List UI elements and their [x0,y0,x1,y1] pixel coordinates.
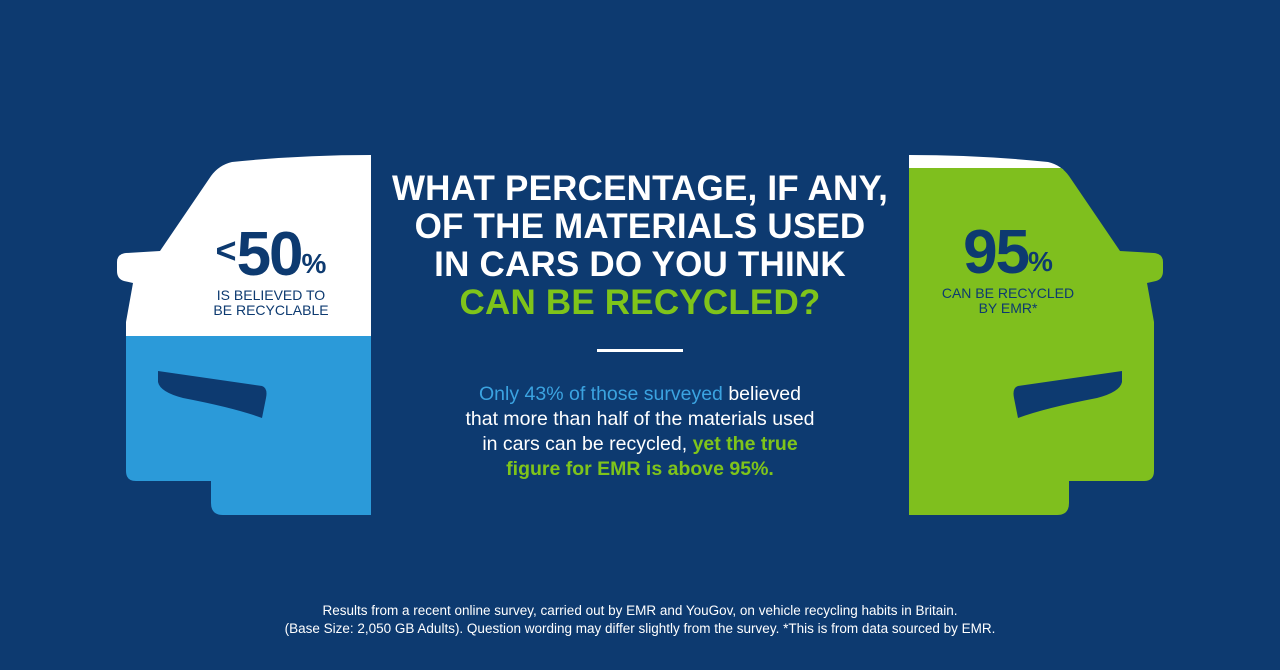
left-stat-value: <50% [196,224,346,286]
left-stat-percent: % [301,248,327,279]
left-headlight-icon [158,371,267,418]
right-stat-number: 95 [963,218,1030,287]
right-stat-percent: % [1028,246,1053,277]
right-car-top-white [909,155,1163,170]
footnote: Results from a recent online survey, car… [140,602,1140,638]
body-text: Only 43% of those surveyed believed that… [420,382,860,482]
body-highlight-green2: figure for EMR is above 95%. [506,458,774,480]
body-line2: that more than half of the materials use… [465,408,815,430]
headline-line2: OF THE MATERIALS USED [414,207,866,246]
headline-line4: CAN BE RECYCLED? [459,283,821,322]
left-stat-number: 50 [236,220,304,289]
right-headlight-icon [1013,371,1122,418]
right-car [909,155,1163,515]
headline: WHAT PERCENTAGE, IF ANY, OF THE MATERIAL… [380,170,900,322]
body-line3: in cars can be recycled, yet the true [420,432,860,457]
left-caption-line1: IS BELIEVED TO [216,287,326,303]
left-car [117,155,371,515]
body-highlight-green1: yet the true [692,433,798,455]
left-stat-caption: IS BELIEVED TO BE RECYCLABLE [196,288,346,318]
left-stat: <50% IS BELIEVED TO BE RECYCLABLE [196,224,346,318]
right-stat-caption: CAN BE RECYCLED BY EMR* [928,286,1088,316]
body-highlight-blue: Only 43% of those surveyed [479,383,723,405]
body-text1: believed [722,383,801,405]
footnote-line1: Results from a recent online survey, car… [322,603,958,618]
footnote-line2: (Base Size: 2,050 GB Adults). Question w… [284,621,996,636]
left-caption-line2: BE RECYCLABLE [213,302,329,318]
right-caption-line2: BY EMR* [978,300,1038,316]
right-stat-value: 95% [928,222,1088,284]
headline-line1: WHAT PERCENTAGE, IF ANY, [391,169,889,208]
right-caption-line1: CAN BE RECYCLED [941,285,1075,301]
left-car-bottom-blue [117,336,371,515]
less-than-sign: < [215,230,237,271]
headline-line3: IN CARS DO YOU THINK [434,245,846,284]
body-text3: in cars can be recycled, [482,433,693,455]
right-stat: 95% CAN BE RECYCLED BY EMR* [928,222,1088,316]
divider [597,349,683,352]
body-line1: Only 43% of those surveyed believed [420,382,860,407]
